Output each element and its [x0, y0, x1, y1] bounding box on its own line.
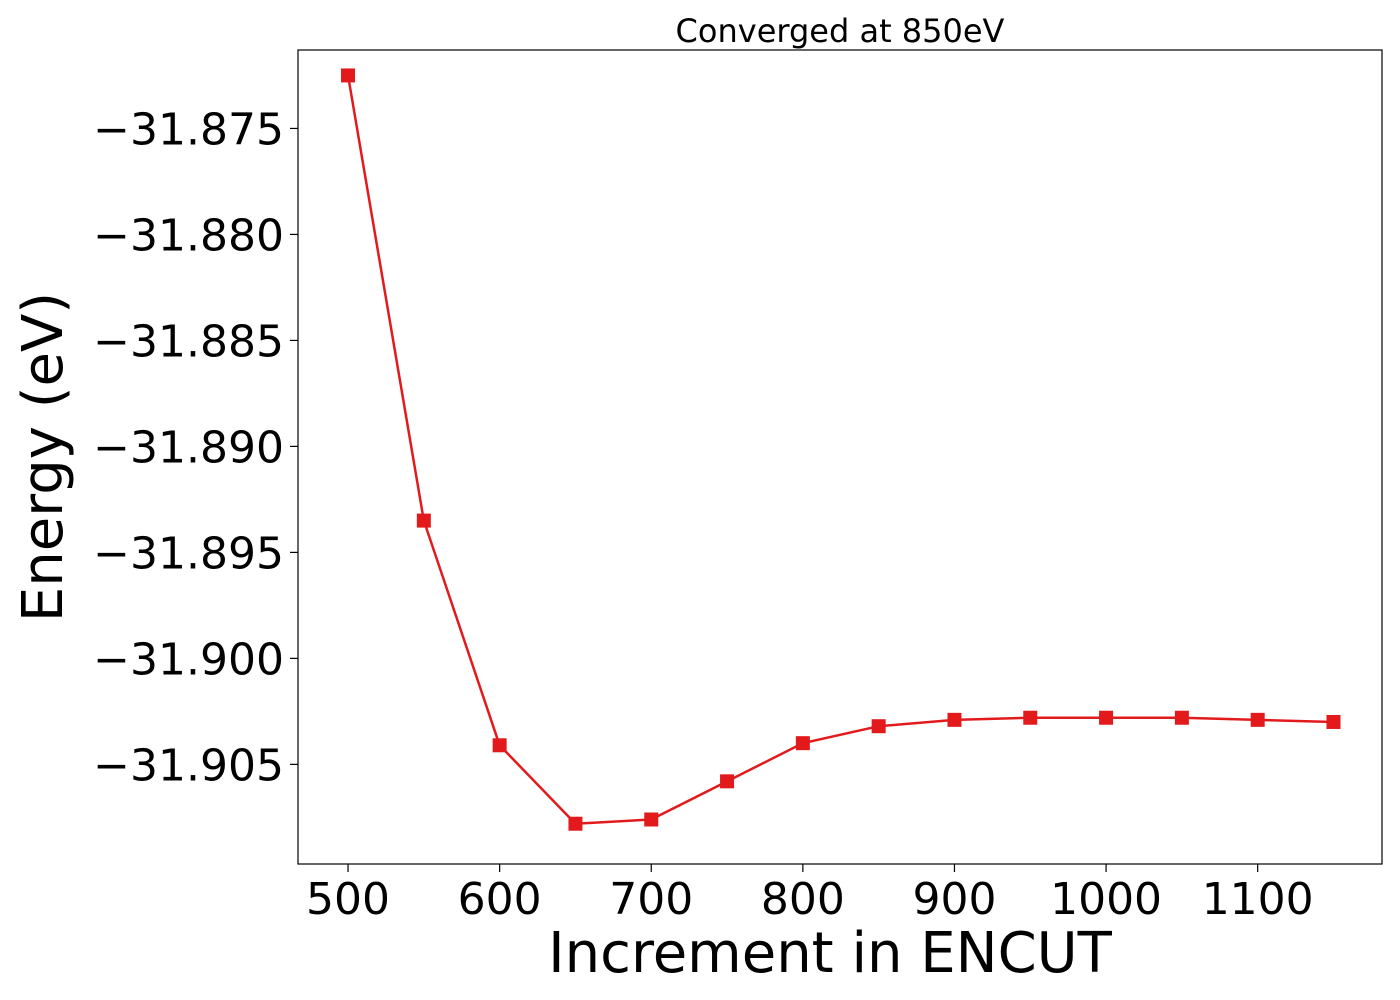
data-point [1099, 710, 1114, 725]
y-axis: −31.875 −31.880 −31.885 −31.890 −31.895 −31.9… [93, 104, 298, 791]
y-tick-label: −31.885 [93, 316, 284, 367]
data-point [871, 719, 886, 734]
y-tick-label: −31.900 [93, 634, 284, 685]
data-point [416, 513, 431, 528]
x-tick-label: 800 [761, 874, 845, 925]
data-point [1174, 710, 1189, 725]
data-point [1326, 714, 1341, 729]
y-tick-label: −31.890 [93, 422, 284, 473]
y-axis-title: Energy (eV) [11, 292, 76, 622]
x-axis: 500 600 700 800 900 1000 1100 [306, 864, 1314, 925]
series-line [346, 75, 1334, 825]
x-tick-label: 500 [306, 874, 390, 925]
chart-title: Converged at 850eV [676, 12, 1005, 50]
plot-area [341, 68, 1341, 831]
data-point [568, 816, 583, 831]
x-tick-label: 1100 [1202, 874, 1314, 925]
x-tick-label: 700 [609, 874, 693, 925]
x-tick-label: 600 [458, 874, 542, 925]
data-point [1023, 710, 1038, 725]
plot-frame [297, 49, 1383, 865]
data-point [720, 774, 735, 789]
x-tick-label: 900 [912, 874, 996, 925]
data-point [1250, 712, 1265, 727]
data-point [492, 738, 507, 753]
data-point [341, 68, 356, 83]
y-tick-label: −31.880 [93, 210, 284, 261]
y-tick-label: −31.895 [93, 528, 284, 579]
data-point [644, 812, 659, 827]
data-point [947, 712, 962, 727]
x-axis-title: Increment in ENCUT [548, 921, 1113, 986]
y-tick-label: −31.875 [93, 104, 284, 155]
x-tick-label: 1000 [1050, 874, 1162, 925]
y-tick-label: −31.905 [93, 740, 284, 791]
data-point [795, 736, 810, 751]
